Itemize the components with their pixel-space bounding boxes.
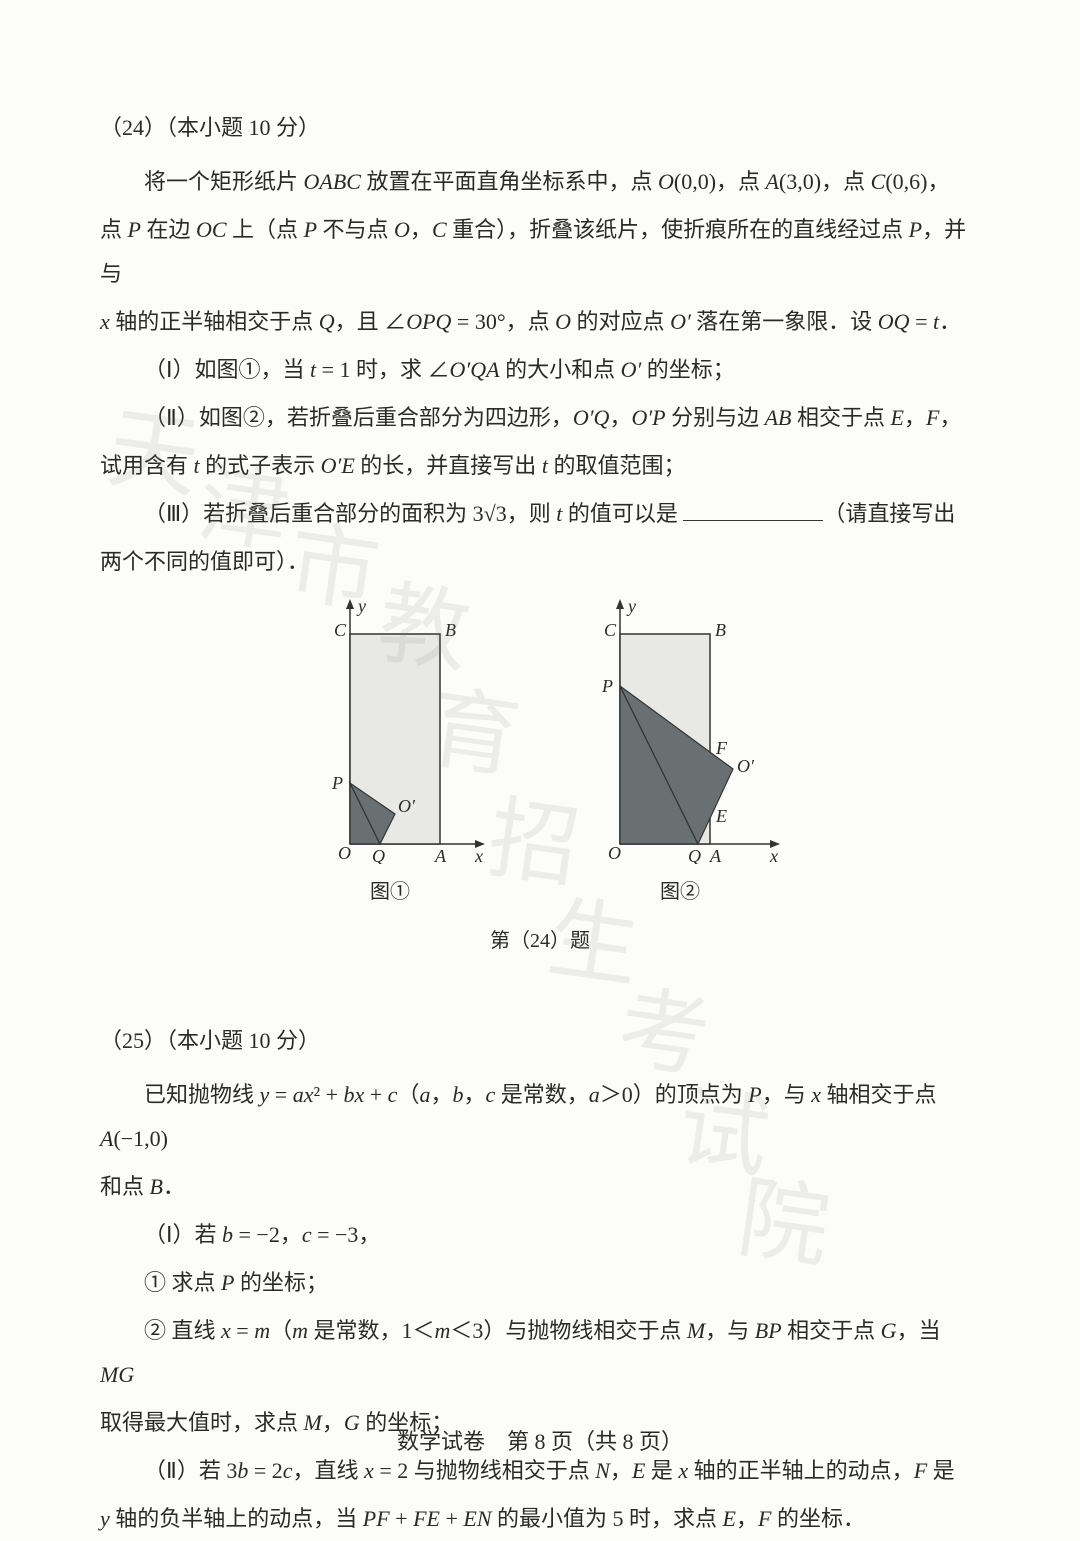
txt: 已知抛物线 y = ax² + bx + c（a，b，c 是常数，a＞0）的顶点…: [100, 1082, 937, 1151]
blank-answer: [683, 499, 823, 521]
fig1-caption: 图①: [290, 875, 490, 904]
txt: （Ⅱ）如图②，若折叠后重合部分为四边形，O′Q，O′P 分别与边 AB 相交于点…: [144, 405, 961, 430]
q25-sub2a: ② 直线 x = m（m 是常数，1＜m＜3）与抛物线相交于点 M，与 BP 相…: [100, 1309, 980, 1397]
q24-part2a: （Ⅱ）如图②，若折叠后重合部分为四边形，O′Q，O′P 分别与边 AB 相交于点…: [100, 396, 980, 440]
svg-text:Q: Q: [372, 846, 385, 864]
txt: （Ⅲ）若折叠后重合部分的面积为 3√3，则 t 的值可以是: [144, 501, 683, 526]
svg-text:B: B: [445, 620, 456, 640]
q25-p1a: 已知抛物线 y = ax² + bx + c（a，b，c 是常数，a＞0）的顶点…: [100, 1073, 980, 1161]
svg-text:x: x: [474, 846, 483, 864]
q24-part3: （Ⅲ）若折叠后重合部分的面积为 3√3，则 t 的值可以是 （请直接写出: [100, 492, 980, 536]
svg-text:P: P: [331, 773, 343, 793]
q25-sub1: ① 求点 P 的坐标；: [100, 1261, 980, 1305]
problem-24: （24）（本小题 10 分） 将一个矩形纸片 OABC 放置在平面直角坐标系中，…: [100, 110, 980, 953]
svg-text:E: E: [715, 806, 727, 826]
txt: x 轴的正半轴相交于点 Q，且 ∠OPQ = 30°，点 O 的对应点 O′ 落…: [100, 309, 961, 334]
q24-part1: （Ⅰ）如图①，当 t = 1 时，求 ∠O′QA 的大小和点 O′ 的坐标；: [100, 348, 980, 392]
svg-text:O: O: [608, 843, 621, 863]
q24-part3c: 两个不同的值即可）．: [100, 540, 980, 584]
spacer: [100, 983, 980, 1023]
txt: 取得最大值时，求点 M，G 的坐标；: [100, 1410, 453, 1435]
svg-text:O′: O′: [398, 796, 416, 816]
q25-part2a: （Ⅱ）若 3b = 2c，直线 x = 2 与抛物线相交于点 N，E 是 x 轴…: [100, 1449, 980, 1493]
q24-part2b: 试用含有 t 的式子表示 O′E 的长，并直接写出 t 的取值范围；: [100, 444, 980, 488]
q25-sub2b: 取得最大值时，求点 M，G 的坐标；: [100, 1401, 980, 1445]
svg-text:C: C: [604, 620, 617, 640]
txt: ① 求点 P 的坐标；: [144, 1270, 328, 1295]
figure-1-wrap: O A B C P Q O′ x y 图①: [290, 594, 490, 904]
fig2-caption: 图②: [570, 875, 790, 904]
figure-2-svg: O A B C P Q O′ E F x y: [570, 594, 790, 864]
svg-text:Q: Q: [688, 846, 701, 864]
figure-1-svg: O A B C P Q O′ x y: [290, 594, 490, 864]
svg-text:A: A: [434, 846, 447, 864]
txt: ② 直线 x = m（m 是常数，1＜m＜3）与抛物线相交于点 M，与 BP 相…: [100, 1318, 941, 1387]
svg-text:B: B: [715, 620, 726, 640]
txt: 和点 B．: [100, 1174, 185, 1199]
q24-p2: 点 P 在边 OC 上（点 P 不与点 O，C 重合），折叠该纸片，使折痕所在的…: [100, 208, 980, 296]
svg-text:O′: O′: [737, 756, 755, 776]
svg-text:A: A: [709, 846, 722, 864]
svg-text:P: P: [601, 676, 613, 696]
svg-text:y: y: [356, 596, 366, 616]
q24-header: （24）（本小题 10 分）: [100, 110, 980, 142]
txt: 试用含有 t 的式子表示 O′E 的长，并直接写出 t 的取值范围；: [100, 453, 685, 478]
q24-main-caption: 第（24）题: [100, 924, 980, 953]
svg-text:C: C: [334, 620, 347, 640]
figures-24: O A B C P Q O′ x y 图①: [100, 594, 980, 904]
q25-p1b: 和点 B．: [100, 1165, 980, 1209]
q24-p1: 将一个矩形纸片 OABC 放置在平面直角坐标系中，点 O(0,0)，点 A(3,…: [100, 160, 980, 204]
q25-part1: （Ⅰ）若 b = −2，c = −3，: [100, 1213, 980, 1257]
figure-2-wrap: O A B C P Q O′ E F x y 图②: [570, 594, 790, 904]
problem-25: （25）（本小题 10 分） 已知抛物线 y = ax² + bx + c（a，…: [100, 1023, 980, 1541]
txt: （Ⅰ）如图①，当 t = 1 时，求 ∠O′QA 的大小和点 O′ 的坐标；: [144, 357, 735, 382]
txt2: （请直接写出: [823, 501, 955, 526]
q25-header: （25）（本小题 10 分）: [100, 1023, 980, 1055]
svg-text:O: O: [338, 843, 351, 863]
svg-text:x: x: [769, 846, 778, 864]
svg-text:y: y: [626, 596, 636, 616]
txt: 点 P 在边 OC 上（点 P 不与点 O，C 重合），折叠该纸片，使折痕所在的…: [100, 217, 966, 286]
svg-text:F: F: [715, 738, 728, 758]
txt: 将一个矩形纸片 OABC 放置在平面直角坐标系中，点 O(0,0)，点 A(3,…: [144, 169, 949, 194]
q25-part2b: y 轴的负半轴上的动点，当 PF + FE + EN 的最小值为 5 时，求点 …: [100, 1497, 980, 1541]
txt: y 轴的负半轴上的动点，当 PF + FE + EN 的最小值为 5 时，求点 …: [100, 1506, 865, 1531]
q24-p3: x 轴的正半轴相交于点 Q，且 ∠OPQ = 30°，点 O 的对应点 O′ 落…: [100, 300, 980, 344]
txt: （Ⅱ）若 3b = 2c，直线 x = 2 与抛物线相交于点 N，E 是 x 轴…: [144, 1458, 955, 1483]
txt: （Ⅰ）若 b = −2，c = −3，: [144, 1222, 380, 1247]
